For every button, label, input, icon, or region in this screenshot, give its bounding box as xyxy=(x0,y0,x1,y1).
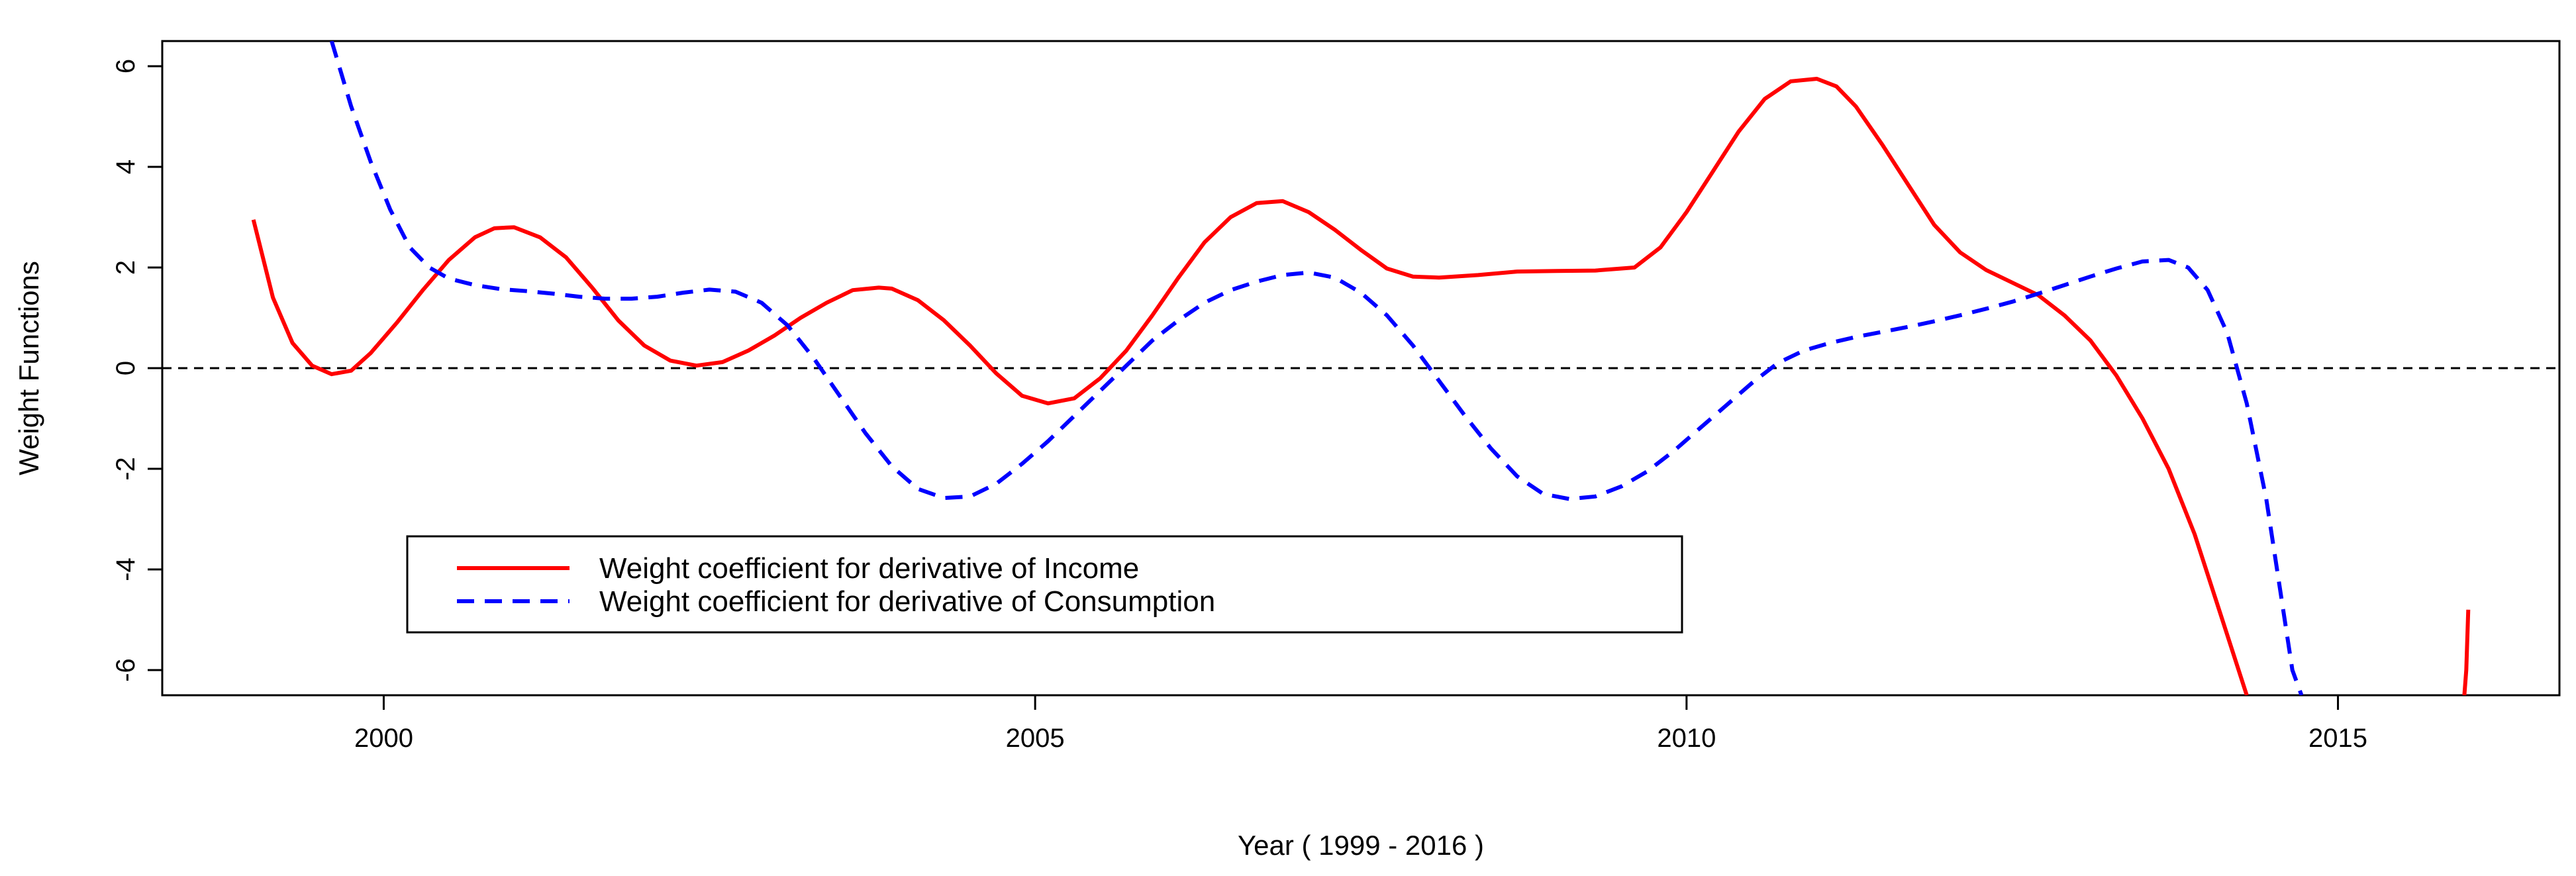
y-tick-label: 0 xyxy=(111,361,140,375)
consumption-series-line xyxy=(329,41,2304,695)
series-layer xyxy=(251,41,2471,695)
y-tick-label: -2 xyxy=(111,457,140,481)
y-tick-label: 6 xyxy=(111,59,140,73)
legend-label-consumption: Weight coefficient for derivative of Con… xyxy=(599,585,1215,618)
y-axis-title: Weight Functions xyxy=(13,261,44,475)
y-tick-label: 4 xyxy=(111,160,140,174)
y-axis: -6 -4 -2 0 2 4 6 xyxy=(111,59,162,682)
legend-box xyxy=(406,535,1683,634)
x-tick-label: 2015 xyxy=(2308,724,2367,753)
income-series-tail-line xyxy=(2462,609,2471,695)
x-tick-label: 2005 xyxy=(1006,724,1065,753)
y-tick-label: 2 xyxy=(111,260,140,275)
y-tick-label: -6 xyxy=(111,658,140,682)
legend: Weight coefficient for derivative of Inc… xyxy=(406,535,1683,634)
income-series-line xyxy=(251,77,2249,695)
x-tick-label: 2010 xyxy=(1657,724,1716,753)
x-axis-title: Year ( 1999 - 2016 ) xyxy=(1238,830,1484,861)
x-axis: 2000 2005 2010 2015 xyxy=(354,695,2367,753)
x-tick-label: 2000 xyxy=(354,724,413,753)
legend-label-income: Weight coefficient for derivative of Inc… xyxy=(599,552,1139,585)
y-tick-label: -4 xyxy=(111,558,140,581)
